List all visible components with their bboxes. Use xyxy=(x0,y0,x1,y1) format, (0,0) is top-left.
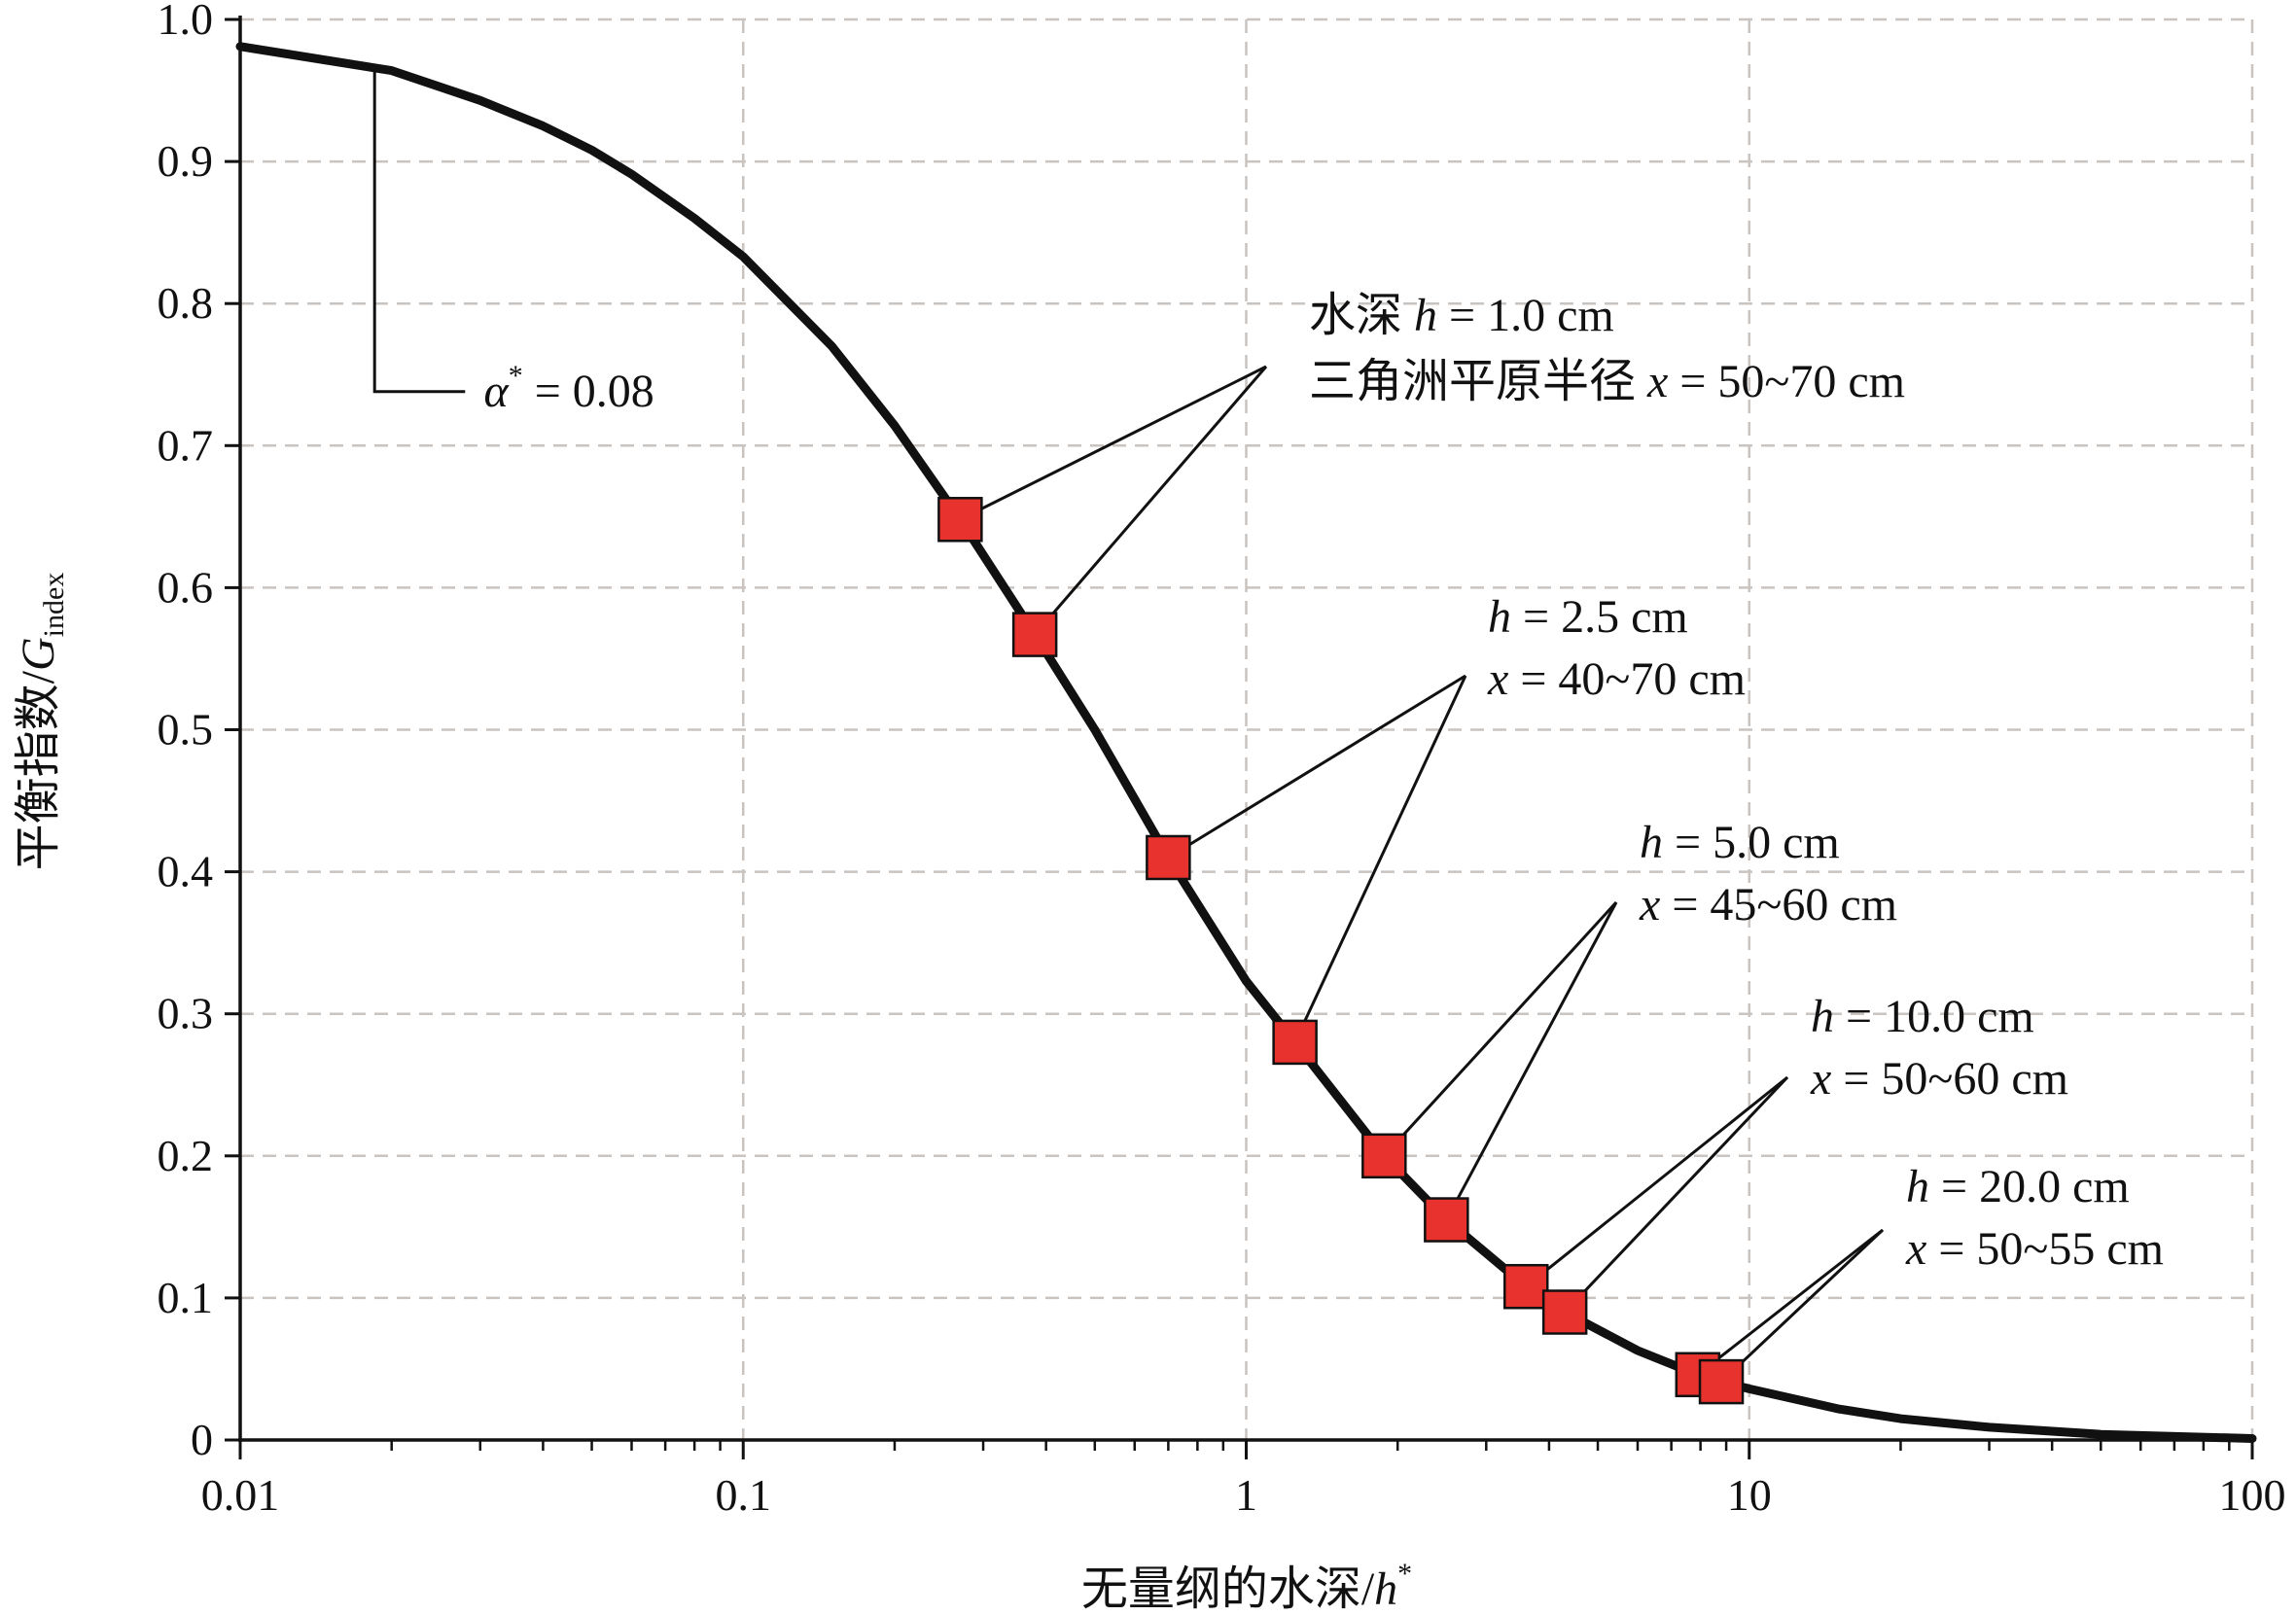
slope-annotation: α* = 0.08 xyxy=(372,72,654,417)
annotation-line: h = 2.5 cm xyxy=(1488,591,1688,643)
annotation-line: x = 50~55 cm xyxy=(1905,1223,2164,1275)
slope-label-symbol: α xyxy=(484,366,510,417)
annotation-line: x = 50~60 cm xyxy=(1810,1053,2068,1105)
slope-label-sup: * xyxy=(509,360,523,392)
x-tick-label: 10 xyxy=(1727,1470,1772,1520)
y-tick-label: 0.4 xyxy=(158,847,214,896)
annotation-leader xyxy=(1034,366,1268,636)
annotation-var: h xyxy=(1811,991,1834,1042)
x-axis-label: 无量纲的水深/h* xyxy=(1081,1558,1412,1615)
annotation-value: = 20.0 cm xyxy=(1929,1161,2130,1212)
annotation-leader xyxy=(1696,1228,1884,1376)
annotation-value: = 10.0 cm xyxy=(1834,991,2034,1042)
annotation-line: h = 20.0 cm xyxy=(1906,1161,2130,1212)
annotation-var: h xyxy=(1906,1161,1929,1212)
y-tick-label: 0.6 xyxy=(158,562,214,612)
annotation-var: h xyxy=(1640,817,1663,868)
annotation-var: x xyxy=(1646,356,1668,407)
data-marker xyxy=(1502,1263,1549,1310)
annotation-line: 三角洲平原半径 x = 50~70 cm xyxy=(1309,356,1905,407)
annotation-value: = 2.5 cm xyxy=(1511,591,1688,643)
y-tick-label: 0.3 xyxy=(158,989,214,1038)
annotation-leaders xyxy=(959,365,1885,1384)
x-axis-label-sup: * xyxy=(1397,1558,1412,1590)
x-axis-label-var: h xyxy=(1374,1563,1397,1615)
slope-label-value: = 0.08 xyxy=(523,366,654,417)
annotation-prefix: 三角洲平原半径 xyxy=(1309,356,1647,407)
annotation-leader xyxy=(1720,1228,1885,1384)
data-marker xyxy=(1011,612,1058,657)
annotation-var: h xyxy=(1414,290,1437,341)
tick-labels: 0 0.1 0.2 0.3 0.4 0.5 0.6 0.7 0.8 0.9 1.0 0.01 0.1 1 1… xyxy=(158,0,2286,1520)
y-tick-label: 0.9 xyxy=(158,136,214,186)
y-axis-label-main: 平衡指数/ xyxy=(13,670,64,870)
y-tick-label: 0.2 xyxy=(158,1131,214,1180)
y-tick-label: 0.7 xyxy=(158,420,214,470)
annotation-value: = 5.0 cm xyxy=(1663,817,1840,868)
slope-bracket xyxy=(372,72,466,394)
data-marker xyxy=(1424,1197,1469,1243)
data-marker xyxy=(1541,1289,1588,1335)
annotation-line: 水深 h = 1.0 cm xyxy=(1309,290,1614,341)
annotation-leader xyxy=(1167,674,1466,860)
annotation-leader xyxy=(1445,901,1618,1221)
y-axis-label-var: G xyxy=(13,637,64,671)
annotation-value: = 1.0 cm xyxy=(1437,290,1614,341)
data-marker xyxy=(1272,1019,1318,1066)
curve-line xyxy=(235,42,2257,1443)
y-axis-label-sub: index xyxy=(38,573,70,638)
annotation-var: h xyxy=(1488,591,1511,643)
y-tick-label: 0.8 xyxy=(158,278,214,328)
x-tick-label: 1 xyxy=(1235,1470,1257,1520)
annotation-line: h = 5.0 cm xyxy=(1640,817,1840,868)
annotation-line: h = 10.0 cm xyxy=(1811,991,2034,1042)
minor-ticks xyxy=(390,1440,2231,1451)
y-axis-label: 平衡指数/Gindex xyxy=(13,573,70,871)
annotations: 水深 h = 1.0 cm 三角洲平原半径 x = 50~70 cm h = 2.5… xyxy=(1309,290,2164,1275)
annotation-value: = 50~60 cm xyxy=(1831,1053,2068,1105)
annotation-var: x xyxy=(1810,1053,1831,1105)
data-marker xyxy=(937,497,983,543)
y-tick-label: 1.0 xyxy=(158,0,214,44)
annotation-var: x xyxy=(1905,1223,1926,1275)
annotation-leader xyxy=(1293,675,1467,1043)
annotation-line: x = 45~60 cm xyxy=(1639,879,1897,930)
annotation-var: x xyxy=(1487,653,1508,705)
markers xyxy=(937,497,1745,1405)
y-tick-label: 0 xyxy=(191,1415,213,1464)
slope-label: α* = 0.08 xyxy=(484,360,654,417)
axes xyxy=(225,16,2254,1459)
annotation-leader xyxy=(1525,1075,1788,1288)
x-tick-label: 0.1 xyxy=(716,1470,772,1520)
annotation-leader xyxy=(1383,900,1618,1157)
annotation-value: = 50~70 cm xyxy=(1668,356,1905,407)
annotation-leader xyxy=(959,365,1267,521)
annotation-value: = 45~60 cm xyxy=(1660,879,1897,930)
x-axis-label-main: 无量纲的水深/ xyxy=(1081,1563,1375,1615)
annotation-value: = 40~70 cm xyxy=(1508,653,1746,705)
data-marker xyxy=(1361,1133,1407,1179)
annotation-prefix: 水深 xyxy=(1309,290,1414,341)
y-tick-label: 0.1 xyxy=(158,1273,214,1322)
y-tick-label: 0.5 xyxy=(158,705,214,755)
annotation-var: x xyxy=(1639,879,1660,930)
data-marker xyxy=(1698,1358,1745,1405)
x-tick-label: 100 xyxy=(2219,1470,2286,1520)
annotation-value: = 50~55 cm xyxy=(1926,1223,2164,1275)
annotation-leader xyxy=(1564,1075,1789,1314)
x-tick-label: 0.01 xyxy=(201,1470,280,1520)
data-marker xyxy=(1146,834,1191,881)
annotation-line: x = 40~70 cm xyxy=(1487,653,1746,705)
